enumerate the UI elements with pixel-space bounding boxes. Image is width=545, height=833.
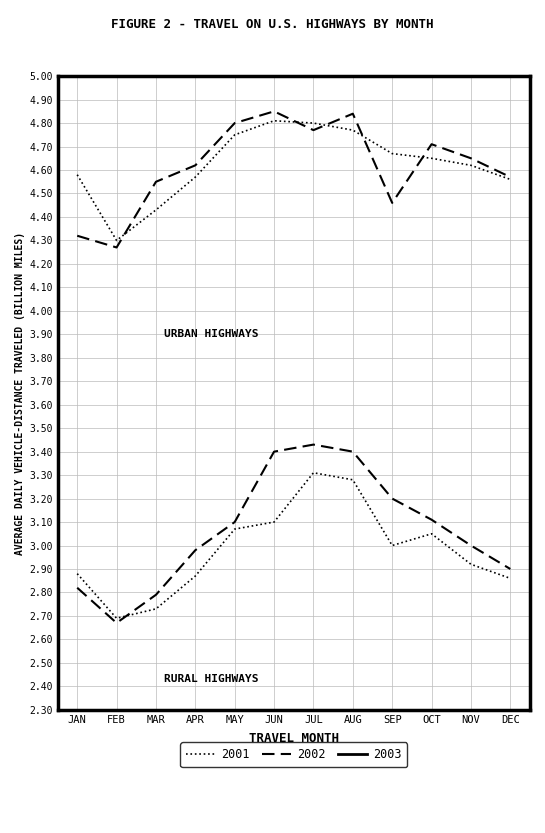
Text: RURAL HIGHWAYS: RURAL HIGHWAYS [164, 674, 258, 684]
Y-axis label: AVERAGE DAILY VEHICLE-DISTANCE TRAVELED (BILLION MILES): AVERAGE DAILY VEHICLE-DISTANCE TRAVELED … [15, 232, 25, 555]
X-axis label: TRAVEL MONTH: TRAVEL MONTH [249, 731, 339, 745]
Text: FIGURE 2 - TRAVEL ON U.S. HIGHWAYS BY MONTH: FIGURE 2 - TRAVEL ON U.S. HIGHWAYS BY MO… [111, 18, 434, 32]
Text: URBAN HIGHWAYS: URBAN HIGHWAYS [164, 329, 258, 339]
Legend: 2001, 2002, 2003: 2001, 2002, 2003 [180, 742, 407, 767]
